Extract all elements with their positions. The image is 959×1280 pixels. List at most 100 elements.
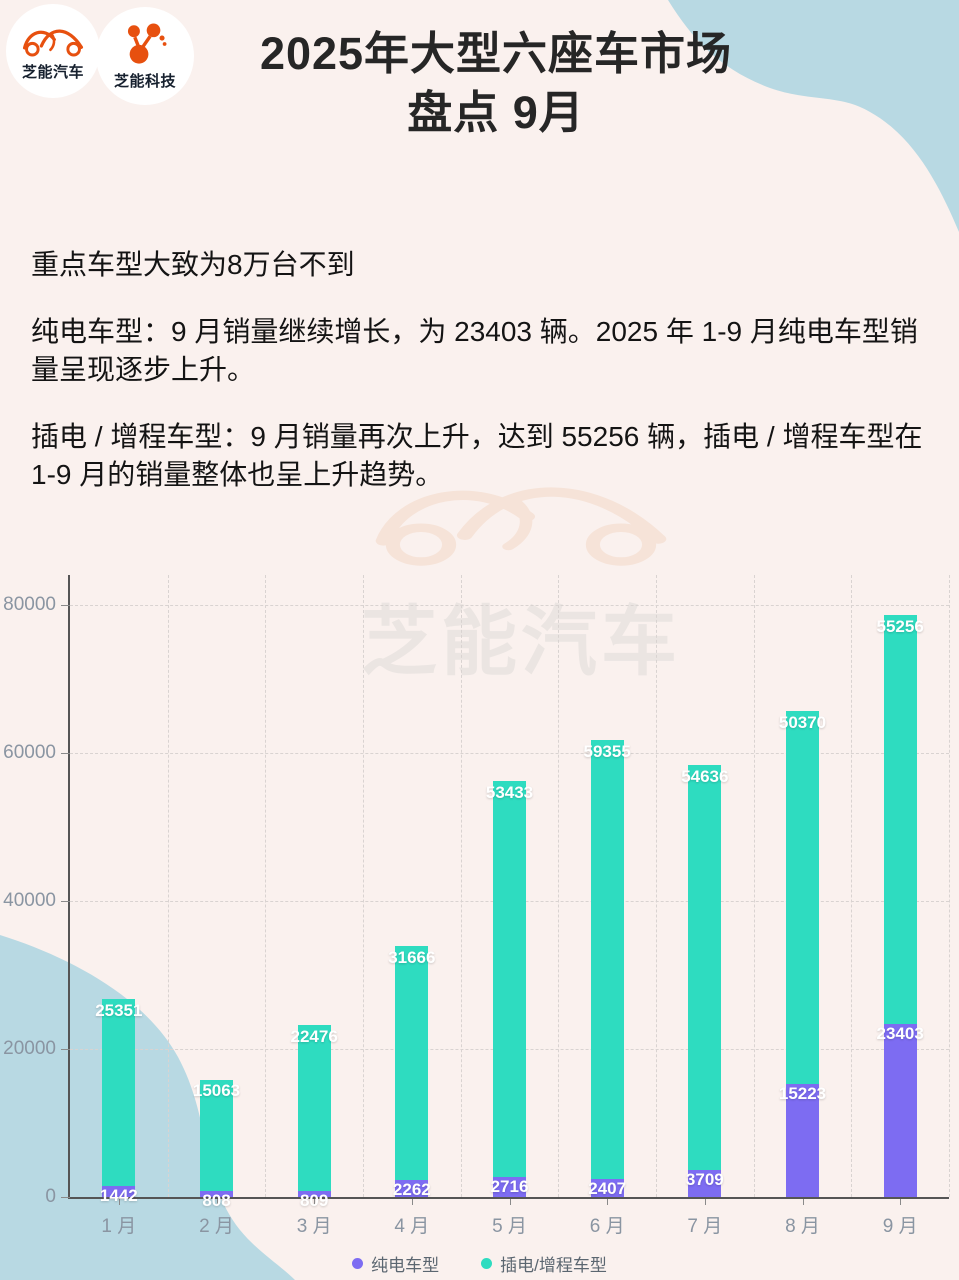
page-title-line2: 盘点 9月 (407, 87, 585, 139)
legend-label: 纯电车型 (371, 1256, 440, 1275)
bar-segment-bev (883, 1023, 917, 1197)
watermark-car-icon (375, 487, 667, 566)
x-axis-tick (900, 1199, 902, 1205)
v-gridline (460, 575, 462, 1197)
bar-segment-bev (786, 1084, 819, 1197)
summary-paragraph-1: 重点车型大致为8万台不到 (31, 249, 355, 280)
y-axis-label: 0 (45, 1186, 56, 1207)
logo-zhineng-tech: 芝能科技 (96, 7, 194, 105)
bar-segment-phev (590, 739, 624, 1180)
page-title: 2025年大型六座车市场 盘点 9月 (200, 24, 792, 143)
bar-value-label: 15063 (192, 1081, 241, 1101)
x-axis-label: 2 月 (199, 1216, 234, 1237)
x-axis-label: 7 月 (687, 1216, 723, 1237)
bar-value-label: 2262 (392, 1180, 431, 1200)
y-axis-label: 40000 (3, 889, 56, 911)
h-gridline (70, 604, 949, 606)
bar-value-label: 31666 (388, 947, 436, 967)
bar-value-label: 2407 (588, 1179, 627, 1199)
bar-segment-bev (297, 1191, 331, 1197)
v-gridline (949, 575, 950, 1197)
y-axis-tick (61, 1197, 70, 1198)
summary-paragraph-2: 纯电车型：9 月销量继续增长，为 23403 辆。2025 年 1-9 月纯电车… (31, 316, 918, 386)
y-axis-label: 80000 (3, 593, 56, 615)
summary-text: 重点车型大致为8万台不到 纯电车型：9 月销量继续增长，为 23403 辆。20… (31, 246, 932, 523)
x-axis-tick (411, 1199, 413, 1205)
bar-segment-bev (688, 1169, 722, 1197)
bar-value-label: 809 (299, 1191, 329, 1210)
bar-value-label: 22476 (290, 1026, 338, 1046)
logo-zhineng-auto-label: 芝能汽车 (21, 63, 84, 81)
bar-value-label: 53433 (485, 783, 534, 803)
sales-chart: 0 20000 40000 60000 80000 1 月 1442 25351 2 月 808 1… (0, 575, 959, 1280)
x-axis-label: 5 月 (492, 1216, 527, 1237)
h-gridline (70, 752, 949, 754)
y-axis-tick (61, 900, 70, 902)
bar-segment-bev (590, 1179, 624, 1197)
y-axis-tick (61, 752, 70, 754)
y-axis-label: 60000 (3, 741, 56, 763)
v-gridline (753, 575, 755, 1197)
bar-segment-bev (102, 1186, 136, 1197)
bar-value-label: 55256 (876, 616, 924, 636)
x-axis-tick (802, 1199, 804, 1205)
x-axis-tick (704, 1199, 706, 1205)
bar-value-label: 3709 (685, 1169, 724, 1189)
decor-blob-top-right (668, 0, 959, 232)
x-axis-label: 8 月 (785, 1216, 820, 1237)
legend-item-bev: 纯电车型 (352, 1251, 439, 1276)
legend-dot (352, 1258, 364, 1269)
bar-segment-phev (395, 945, 429, 1181)
bar-segment-phev (297, 1024, 331, 1192)
chart-legend: 纯电车型 插电/增程车型 (0, 1251, 959, 1276)
bar-value-label: 59355 (583, 741, 631, 761)
x-axis-label: 1 月 (101, 1216, 137, 1237)
legend-dot (481, 1258, 493, 1269)
decor-blob-bottom-left (0, 935, 295, 1280)
x-axis-tick (509, 1199, 511, 1205)
v-gridline (167, 575, 169, 1197)
bar-segment-phev (102, 998, 136, 1187)
bar-segment-bev (493, 1176, 526, 1197)
bar-segment-phev (200, 1079, 233, 1192)
bar-value-label: 50370 (778, 713, 827, 733)
plot-area: 0 20000 40000 60000 80000 1 月 1442 25351 2 月 808 1… (3, 575, 950, 1237)
bar-segment-bev (395, 1180, 429, 1197)
bar-value-label: 15223 (778, 1084, 827, 1104)
summary-paragraph-3: 插电 / 增程车型：9 月销量再次上升，达到 55256 辆，插电 / 增程车型… (31, 421, 923, 491)
watermark-text: 芝能汽车 (361, 600, 681, 685)
y-axis-label: 20000 (3, 1037, 56, 1059)
x-axis-label: 4 月 (394, 1216, 430, 1237)
v-gridline (363, 575, 364, 1197)
page-title-line1: 2025年大型六座车市场 (259, 28, 733, 79)
bar-segment-phev (688, 764, 722, 1170)
v-gridline (558, 575, 560, 1197)
bar-value-label: 25351 (95, 1000, 143, 1020)
bar-value-label: 2716 (490, 1176, 529, 1196)
x-axis-label: 9 月 (882, 1216, 918, 1237)
x-axis-label: 3 月 (296, 1216, 332, 1237)
bar-value-label: 23403 (876, 1023, 924, 1043)
bar-value-label: 1442 (99, 1186, 138, 1206)
watermark: 芝能汽车 (356, 464, 686, 690)
v-gridline (265, 575, 267, 1197)
blob-shape (668, 0, 959, 232)
y-axis-tick (61, 1048, 70, 1050)
bar-segment-phev (493, 781, 526, 1177)
x-axis-label: 6 月 (589, 1216, 625, 1237)
legend-item-phev: 插电/增程车型 (481, 1251, 607, 1276)
x-axis-tick (118, 1199, 120, 1205)
x-axis-tick (314, 1199, 316, 1205)
logo-zhineng-tech-label: 芝能科技 (113, 73, 176, 90)
bar-segment-phev (883, 614, 917, 1024)
logo-zhineng-auto: 芝能汽车 (6, 4, 100, 98)
y-axis-tick (61, 604, 70, 606)
bar-segment-bev (200, 1191, 233, 1197)
blob-shape (0, 935, 295, 1280)
v-gridline (851, 575, 853, 1197)
v-gridline (656, 575, 657, 1197)
bar-value-label: 54636 (681, 766, 729, 786)
molecule-logo-icon (127, 23, 167, 64)
bar-segment-phev (786, 711, 819, 1085)
